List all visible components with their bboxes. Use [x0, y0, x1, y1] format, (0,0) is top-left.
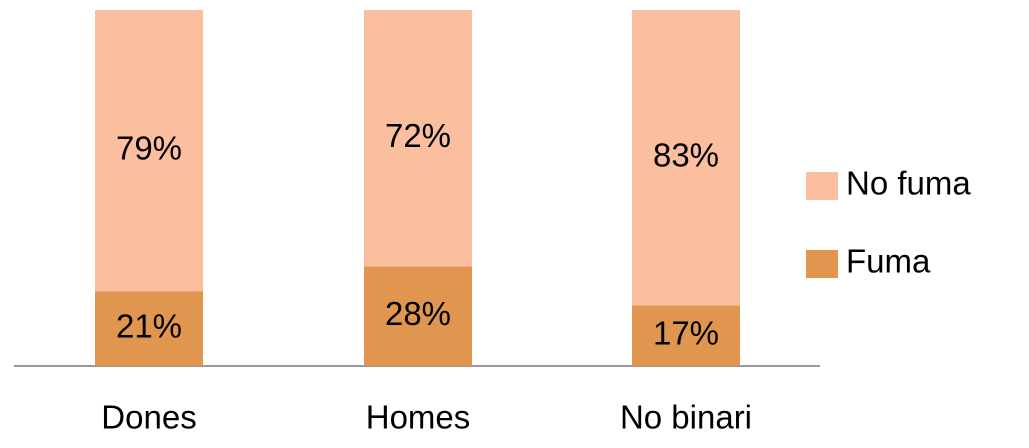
value-label: 21%	[116, 307, 182, 344]
x-tick-label: No binari	[620, 399, 752, 436]
x-tick-label: Homes	[366, 399, 471, 436]
bar-segment	[95, 10, 203, 292]
legend-swatch	[806, 172, 838, 200]
legend-swatch	[806, 250, 838, 278]
bar-segment	[364, 10, 472, 267]
legend-label: Fuma	[846, 243, 931, 280]
value-label: 83%	[653, 136, 719, 173]
x-tick-label: Dones	[101, 399, 196, 436]
bar-segment	[632, 305, 740, 366]
legend-label: No fuma	[846, 165, 971, 202]
bar-segment	[632, 10, 740, 306]
bar-segment	[364, 266, 472, 366]
value-label: 72%	[385, 117, 451, 154]
bar-segment	[95, 291, 203, 366]
value-label: 28%	[385, 295, 451, 332]
value-label: 17%	[653, 314, 719, 351]
value-label: 79%	[116, 129, 182, 166]
